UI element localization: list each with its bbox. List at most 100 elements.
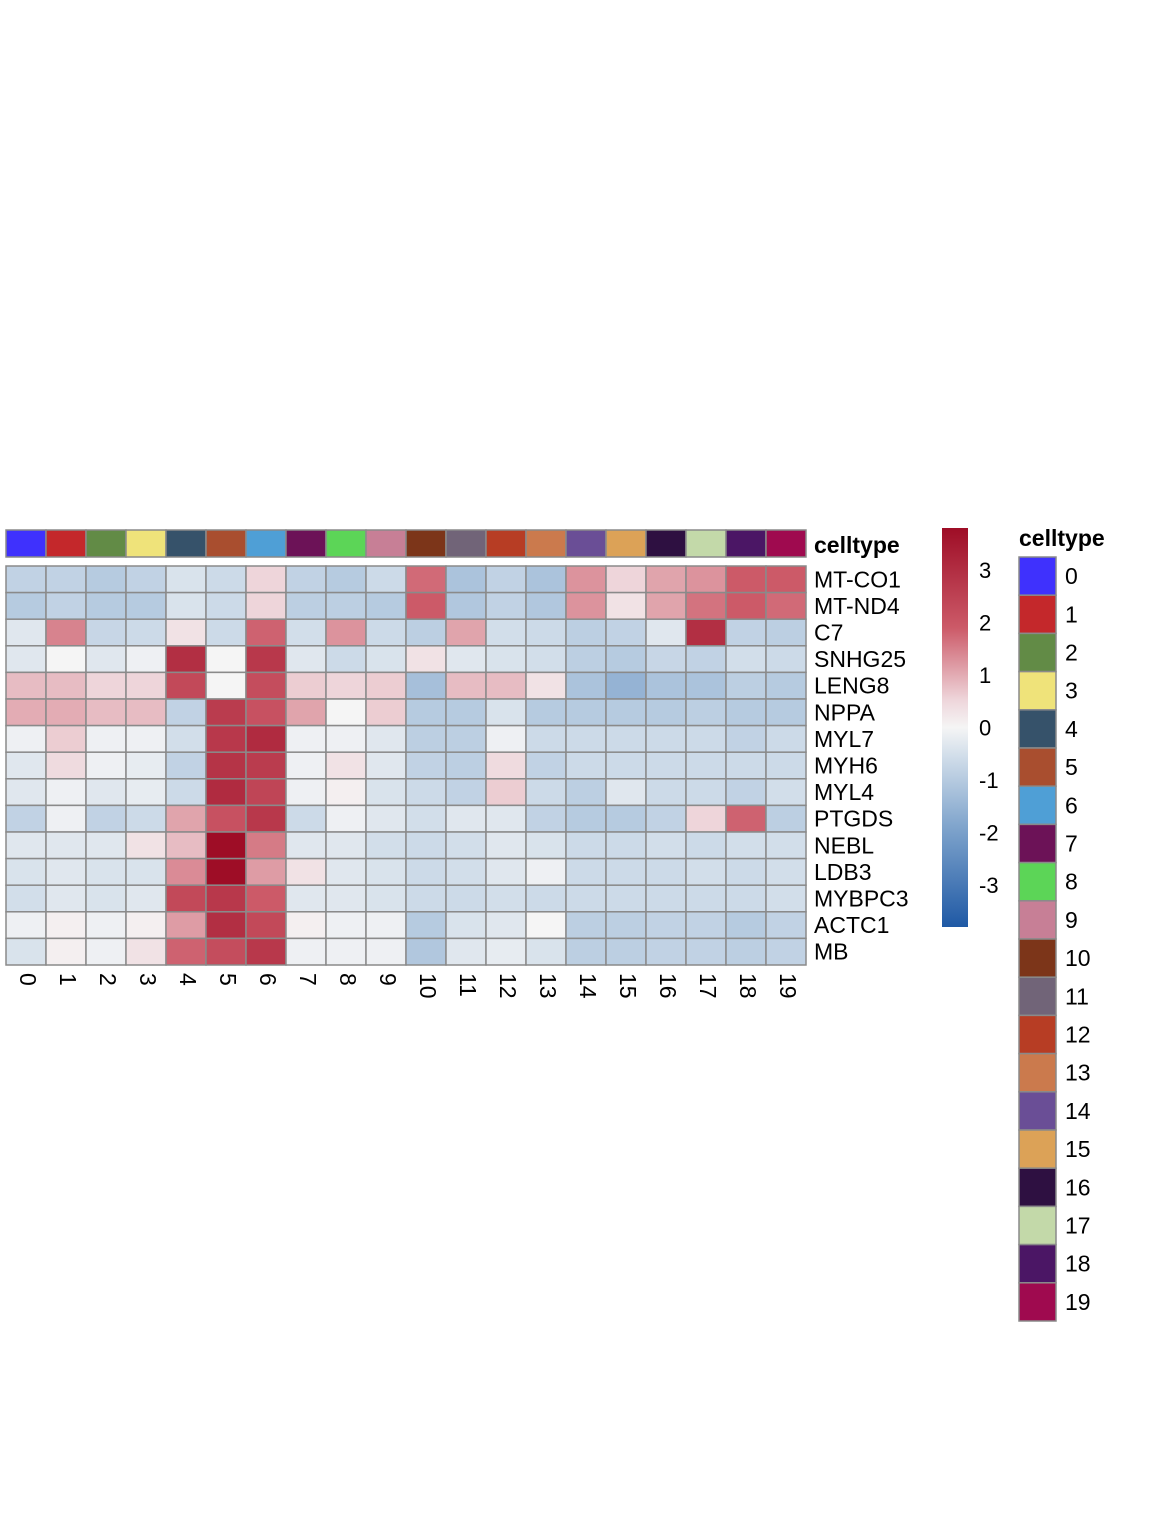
row-label: PTGDS: [814, 806, 893, 832]
column-label: 18: [735, 973, 761, 999]
row-label: LENG8: [814, 673, 889, 699]
heat-cell: [725, 831, 767, 860]
annotation-cell-10: [405, 529, 447, 558]
heat-cell: [165, 804, 207, 833]
heat-cell: [605, 591, 647, 620]
heat-cell: [565, 937, 607, 966]
heat-cell: [605, 565, 647, 594]
legend-swatch-14: [1018, 1091, 1057, 1131]
legend-swatch-5: [1018, 747, 1057, 787]
annotation-cell-14: [565, 529, 607, 558]
annotation-cell-12: [485, 529, 527, 558]
column-labels: 0 1 2 3 4 5 6 7 8 9 10 11 12 13 14 15 16 17 18 19: [15, 973, 801, 999]
heat-cell: [725, 884, 767, 913]
heat-cell: [445, 591, 487, 620]
heat-cell: [645, 831, 687, 860]
heat-cell: [205, 778, 247, 807]
row-label: MT-CO1: [814, 566, 901, 592]
heat-cell: [605, 645, 647, 674]
color-scale-tick-label: 0: [979, 716, 991, 741]
heat-cell: [725, 618, 767, 647]
heat-cell: [125, 591, 167, 620]
heat-cell: [685, 911, 727, 940]
heat-cell: [5, 884, 47, 913]
heat-cell: [685, 565, 727, 594]
heat-cell: [565, 778, 607, 807]
heat-cell: [85, 565, 127, 594]
heat-cell: [605, 724, 647, 753]
heat-cell: [485, 671, 527, 700]
heat-cell: [325, 778, 367, 807]
heat-cell: [685, 831, 727, 860]
column-label: 4: [175, 973, 201, 986]
heat-cell: [565, 831, 607, 860]
heat-cell: [485, 645, 527, 674]
heat-cell: [725, 591, 767, 620]
heat-cell: [405, 778, 447, 807]
heat-cell: [445, 618, 487, 647]
heat-cell: [445, 698, 487, 727]
heat-cell: [405, 698, 447, 727]
heat-cell: [685, 645, 727, 674]
annotation-cell-11: [445, 529, 487, 558]
heat-cell: [645, 911, 687, 940]
heat-cell: [205, 724, 247, 753]
heat-cell: [5, 591, 47, 620]
annotation-cell-16: [645, 529, 687, 558]
heat-cell: [645, 724, 687, 753]
legend-swatch-10: [1018, 938, 1057, 978]
heat-cell: [685, 724, 727, 753]
heat-cell: [5, 671, 47, 700]
heat-cell: [325, 804, 367, 833]
heat-cell: [365, 778, 407, 807]
row-label: LDB3: [814, 859, 872, 885]
column-label: 1: [55, 973, 81, 986]
heat-cell: [45, 645, 87, 674]
heat-cell: [45, 778, 87, 807]
heat-cell: [85, 671, 127, 700]
heat-cell: [205, 645, 247, 674]
heat-cell: [565, 565, 607, 594]
heat-cell: [685, 698, 727, 727]
legend-swatch-19: [1018, 1282, 1057, 1322]
color-scale-tick-label: 1: [979, 663, 991, 688]
heat-cell: [125, 724, 167, 753]
legend-label: 5: [1065, 754, 1078, 780]
heat-cell: [325, 857, 367, 886]
heat-cell: [685, 671, 727, 700]
legend-label: 18: [1065, 1251, 1091, 1277]
heat-cell: [445, 857, 487, 886]
legend-swatch-12: [1018, 1014, 1057, 1055]
annotation-cell-4: [165, 529, 207, 558]
legend-swatch-18: [1018, 1243, 1057, 1284]
annotation-cell-1: [45, 529, 87, 558]
heat-cell: [685, 751, 727, 780]
heat-cell: [565, 751, 607, 780]
heat-cell: [525, 591, 567, 620]
legend-swatch-1: [1018, 594, 1057, 635]
heat-cell: [365, 831, 407, 860]
heat-cell: [165, 591, 207, 620]
heat-cell: [125, 751, 167, 780]
heat-cell: [405, 804, 447, 833]
heat-cell: [765, 778, 807, 807]
heat-cell: [365, 618, 407, 647]
heat-cell: [445, 831, 487, 860]
color-scale-tick-label: -2: [979, 821, 999, 846]
heat-cell: [45, 857, 87, 886]
heat-cell: [725, 565, 767, 594]
heat-cell: [45, 884, 87, 913]
legend-label: 10: [1065, 945, 1091, 971]
heat-cell: [245, 618, 287, 647]
annotation-cell-15: [605, 529, 647, 558]
legend-label: 2: [1065, 640, 1078, 666]
heat-cell: [85, 778, 127, 807]
heat-cell: [365, 751, 407, 780]
annotation-cell-2: [85, 529, 127, 558]
heat-cell: [165, 911, 207, 940]
heat-cell: [365, 937, 407, 966]
heat-cell: [285, 698, 327, 727]
heat-cell: [445, 804, 487, 833]
heat-cell: [125, 698, 167, 727]
heat-cell: [245, 591, 287, 620]
